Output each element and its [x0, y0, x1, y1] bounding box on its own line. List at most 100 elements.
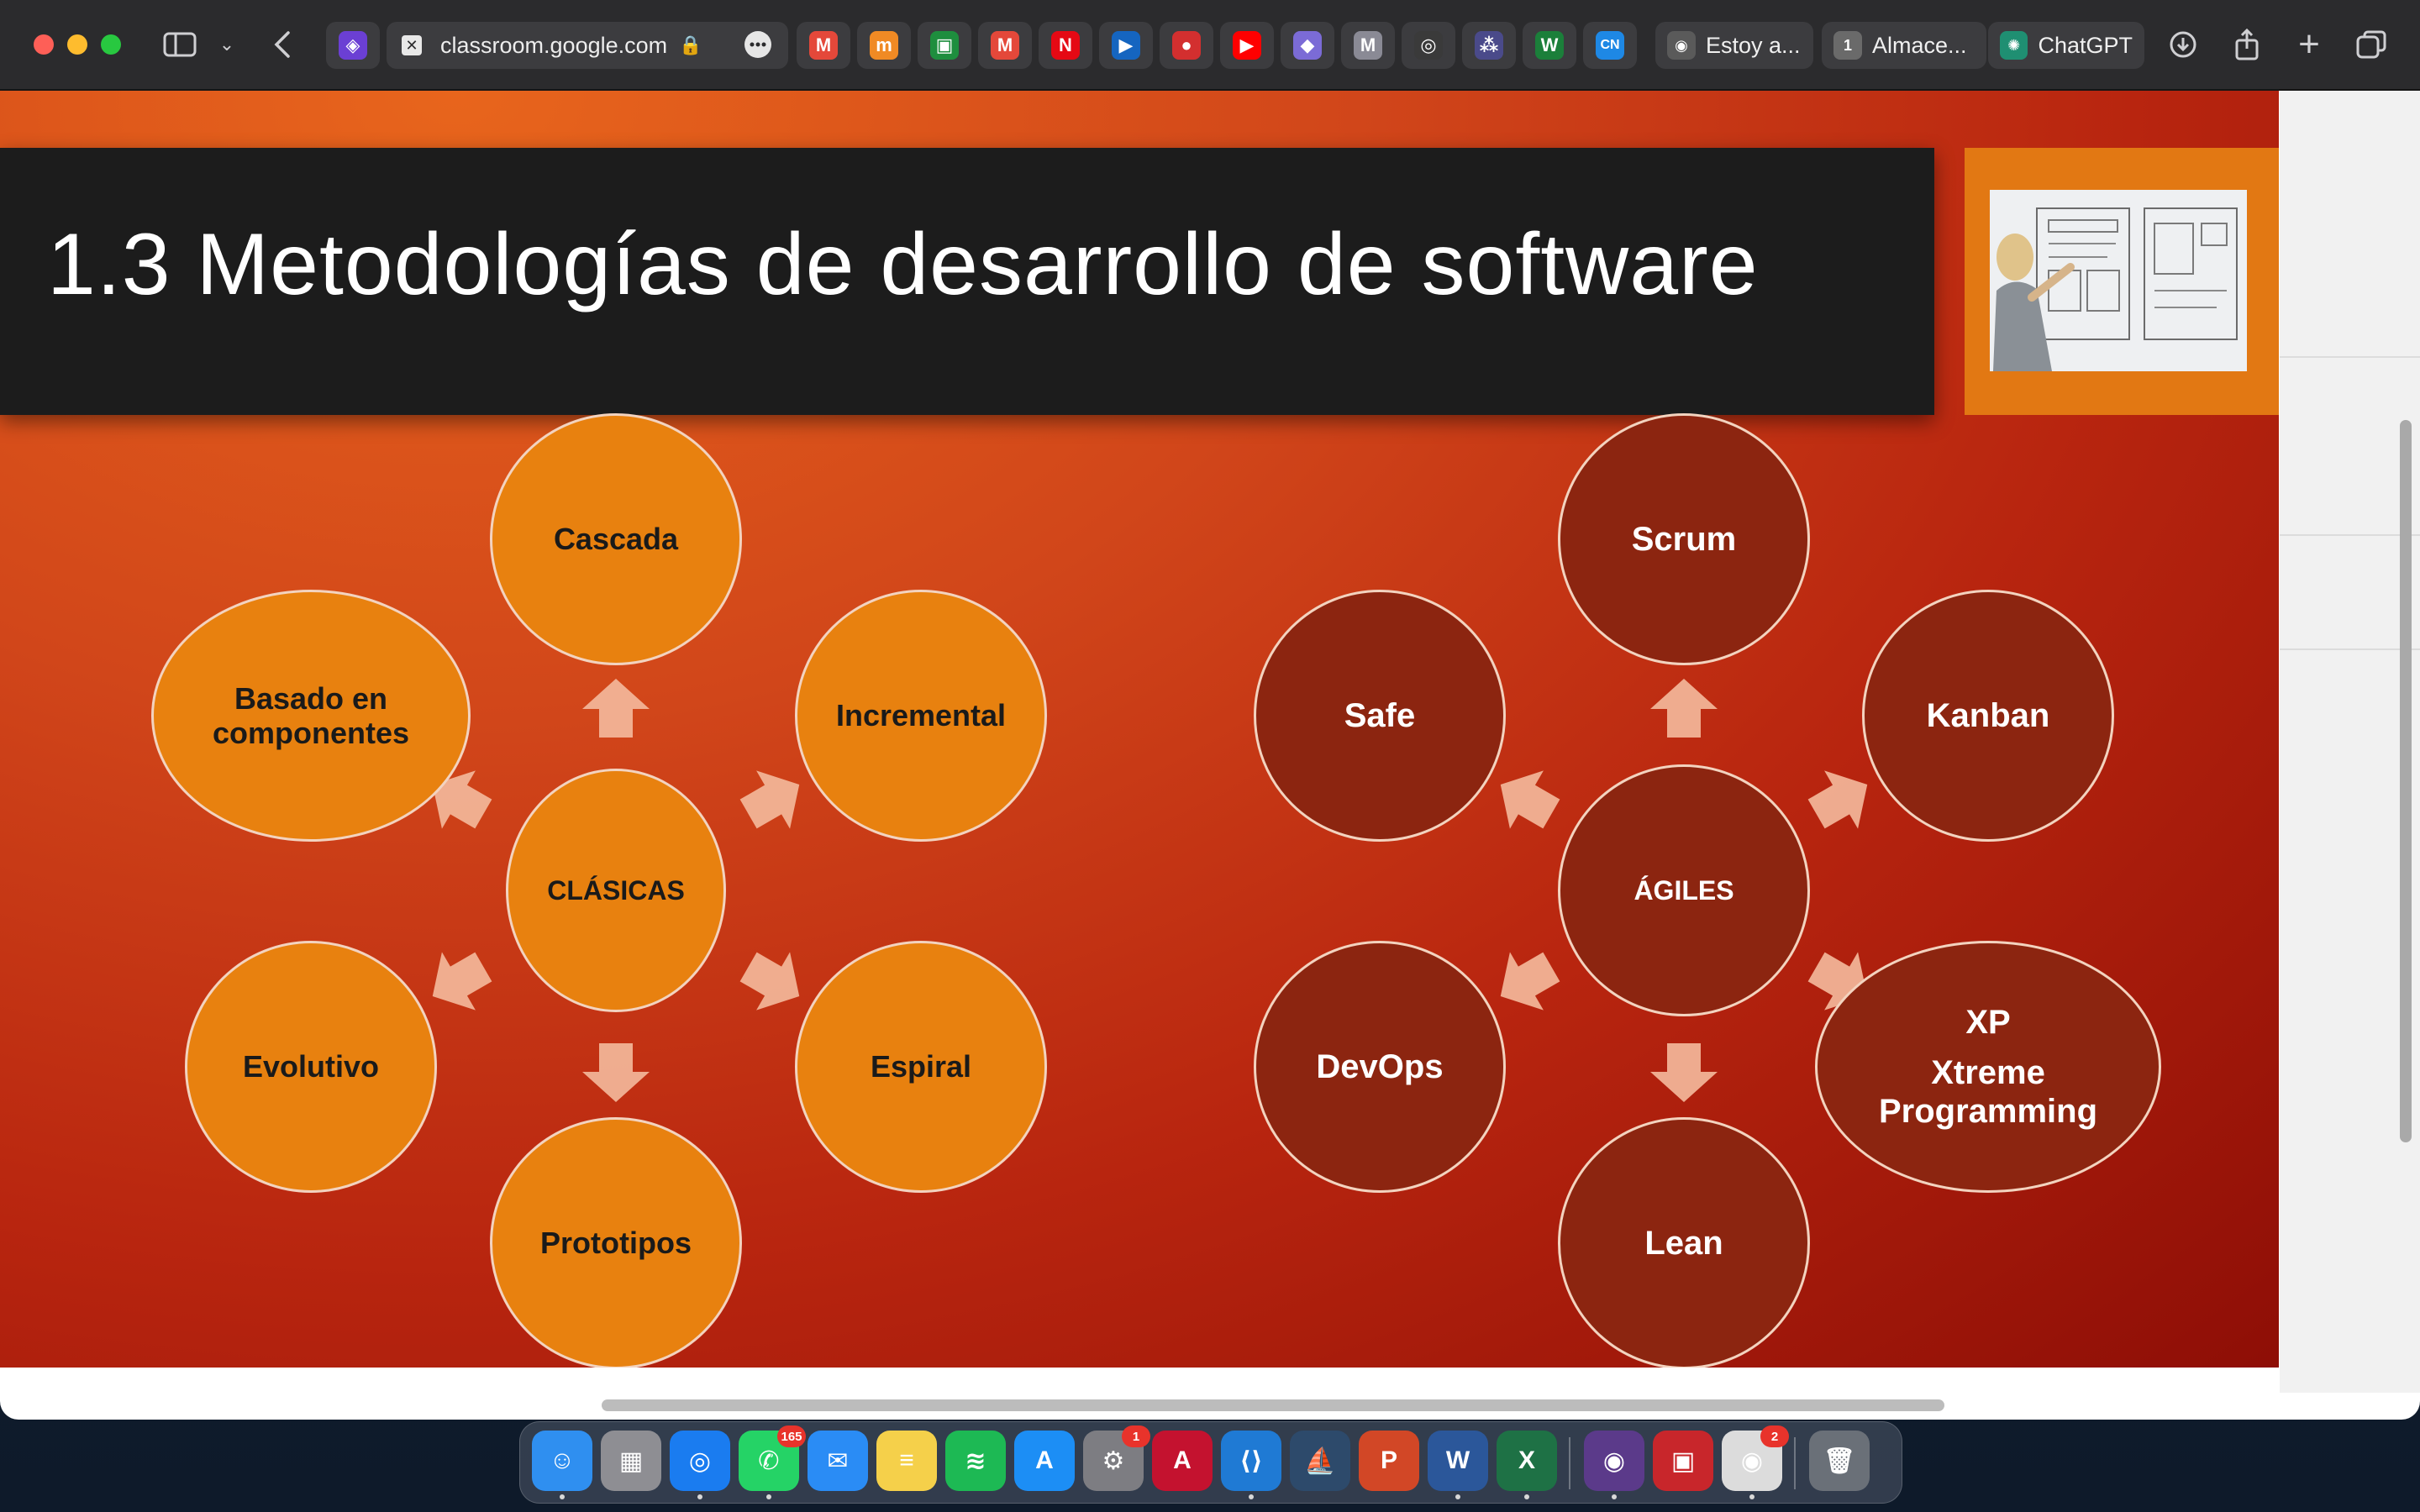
classic-arrow-upper-right — [739, 770, 800, 829]
new-tab-icon[interactable]: + — [2298, 24, 2320, 65]
tab-estoy[interactable]: ◉ Estoy a... — [1655, 22, 1813, 69]
play-tab-icon: ▶ — [1112, 31, 1140, 60]
gmail-tab-icon: M — [809, 31, 838, 60]
agile-arrow-up — [1650, 679, 1718, 738]
pinned-tab[interactable]: CN — [1583, 22, 1637, 69]
address-bar[interactable]: ✕ classroom.google.com 🔒 — [387, 22, 788, 69]
pinned-tab[interactable]: W — [1523, 22, 1576, 69]
running-indicator — [766, 1494, 771, 1499]
running-indicator — [1524, 1494, 1529, 1499]
dock-separator — [1794, 1437, 1796, 1489]
node-devops: DevOps — [1254, 941, 1506, 1193]
pinned-tab[interactable]: ◎ — [1402, 22, 1455, 69]
node-label: Lean — [1644, 1225, 1723, 1262]
launchpad-icon[interactable]: ▦ — [601, 1431, 661, 1491]
page-footer-area — [0, 1368, 2279, 1393]
node-safe: Safe — [1254, 590, 1506, 842]
diagram-arrows — [432, 679, 1868, 1102]
record-tab-icon: ● — [1172, 31, 1201, 60]
word-icon[interactable]: W — [1428, 1431, 1488, 1491]
w-tab-icon: W — [1535, 31, 1564, 60]
tab-group-icon[interactable]: ◈ — [326, 22, 380, 69]
photo-booth-icon[interactable]: ▣ — [1653, 1431, 1713, 1491]
node-prototipos: Prototipos — [490, 1117, 742, 1368]
running-indicator — [1249, 1494, 1254, 1499]
mail-icon[interactable]: ✉ — [808, 1431, 868, 1491]
chevron-down-icon[interactable]: ⌄ — [218, 34, 235, 55]
share-icon[interactable] — [2227, 23, 2267, 66]
sidebar-toggle-icon[interactable] — [160, 23, 200, 66]
notes-icon[interactable]: ≡ — [876, 1431, 937, 1491]
node-label: CLÁSICAS — [547, 874, 685, 906]
node-label: Espiral — [870, 1049, 972, 1084]
cn-tab-icon: CN — [1596, 31, 1624, 60]
download-icon[interactable] — [2163, 23, 2203, 66]
trash-icon[interactable]: 🗑 — [1809, 1431, 1870, 1491]
prism-tab-icon: ◆ — [1293, 31, 1322, 60]
title-bar: 1.3 Metodologías de desarrollo de softwa… — [0, 148, 1934, 415]
tab-label: ChatGPT — [2038, 32, 2133, 58]
pinned-tab[interactable]: M — [1341, 22, 1395, 69]
classic-arrow-up — [582, 679, 650, 738]
agile-arrow-upper-right — [1807, 770, 1868, 829]
xp-full-label: Xtreme Programming — [1878, 1054, 2098, 1130]
node-label: ÁGILES — [1634, 874, 1734, 906]
node-lean: Lean — [1558, 1117, 1810, 1368]
vscode-icon[interactable]: ⟨⟩ — [1221, 1431, 1281, 1491]
excel-icon[interactable]: X — [1497, 1431, 1557, 1491]
back-button[interactable] — [267, 23, 297, 66]
node-label: Kanban — [1926, 697, 2050, 734]
node-label: Scrum — [1631, 521, 1737, 558]
spotify-icon[interactable]: ≋ — [945, 1431, 1006, 1491]
pinned-tab[interactable]: ⁂ — [1462, 22, 1516, 69]
app-store-icon[interactable]: A — [1014, 1431, 1075, 1491]
powerpoint-icon[interactable]: P — [1359, 1431, 1419, 1491]
address-text: classroom.google.com — [440, 32, 668, 58]
pinned-tab[interactable]: M — [978, 22, 1032, 69]
autocad-icon[interactable]: A — [1152, 1431, 1213, 1491]
slide-title: 1.3 Metodologías de desarrollo de softwa… — [47, 216, 1759, 313]
system-settings-icon[interactable]: ⚙ 1 — [1083, 1425, 1150, 1491]
horizontal-scrollbar[interactable] — [602, 1399, 1944, 1411]
finder-icon[interactable]: ☺ — [532, 1431, 592, 1491]
pinned-tab[interactable]: ▶ — [1099, 22, 1153, 69]
close-window-button[interactable] — [34, 34, 54, 55]
classic-arrow-lower-left — [432, 952, 492, 1011]
vertical-scrollbar[interactable] — [2400, 420, 2412, 1142]
node-label: Cascada — [553, 522, 679, 557]
agile-arrow-upper-left — [1500, 770, 1560, 829]
macos-dock: ☺ ▦ ◎ ✆ 165 ✉ ≡ ≋ A ⚙ 1 A ⟨⟩ ⛵ P W X ◉ ▣ ◉ 2 🗑 — [519, 1421, 1902, 1504]
safari-icon[interactable]: ◎ — [670, 1431, 730, 1491]
pinned-tab[interactable]: ▣ — [918, 22, 971, 69]
classic-arrow-down — [582, 1043, 650, 1102]
zoom-window-button[interactable] — [101, 34, 121, 55]
xp-abbrev-label: XP — [1965, 1004, 2011, 1041]
classroom-favicon-icon: ✕ — [402, 35, 422, 55]
node-label: Evolutivo — [242, 1049, 380, 1084]
more-options-icon[interactable] — [739, 23, 776, 66]
running-indicator — [1612, 1494, 1617, 1499]
pinned-tab[interactable]: ▶ — [1220, 22, 1274, 69]
node-evolutivo: Evolutivo — [185, 941, 437, 1193]
pinned-tab[interactable]: ◆ — [1281, 22, 1334, 69]
node-espiral: Espiral — [795, 941, 1047, 1193]
node-scrum: Scrum — [1558, 413, 1810, 665]
circle-tab-icon: ◎ — [1414, 31, 1443, 60]
minimize-window-button[interactable] — [67, 34, 87, 55]
divider — [2280, 356, 2420, 358]
tab-chatgpt[interactable]: ✺ ChatGPT — [1988, 22, 2144, 69]
classic-arrow-upper-left — [432, 770, 492, 829]
tab-overview-icon[interactable] — [2351, 23, 2391, 66]
tab-almacenamiento[interactable]: 1 Almace... — [1822, 22, 1986, 69]
pinned-tab[interactable]: M — [797, 22, 850, 69]
mysql-workbench-icon[interactable]: ⛵ — [1290, 1431, 1350, 1491]
node-label: DevOps — [1316, 1048, 1444, 1085]
screen-recorder-icon[interactable]: ◉ — [1584, 1431, 1644, 1491]
whiteboard-photo — [1990, 190, 2247, 371]
pinned-tab[interactable]: N — [1039, 22, 1092, 69]
chrome-icon[interactable]: ◉ 2 — [1722, 1425, 1789, 1491]
pinned-tab[interactable]: ● — [1160, 22, 1213, 69]
pinned-tab[interactable]: m — [857, 22, 911, 69]
whatsapp-icon[interactable]: ✆ 165 — [739, 1425, 806, 1491]
